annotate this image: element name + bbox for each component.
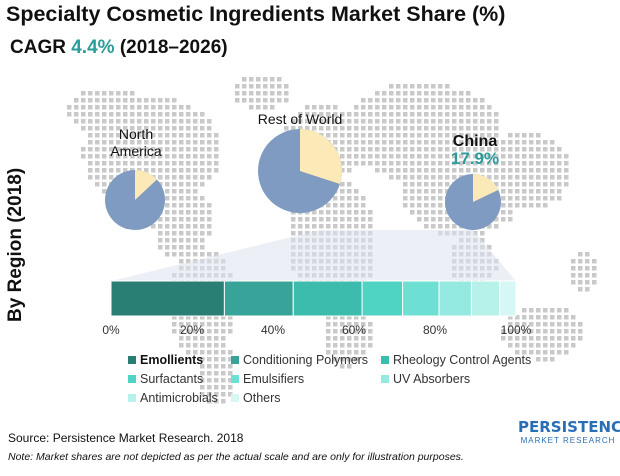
- legend-swatch: [128, 356, 136, 364]
- pie-label-line-2: America: [110, 143, 162, 159]
- legend-label: Antimicrobials: [140, 391, 218, 405]
- legend-label: Conditioning Polymers: [243, 353, 369, 367]
- legend-label: Emulsifiers: [243, 372, 305, 386]
- china-share-value: 17.9%: [450, 149, 500, 168]
- x-tick-label: 0%: [102, 323, 120, 337]
- bar-segment-conditioning-polymers: [223, 280, 294, 317]
- legend-label: UV Absorbers: [393, 372, 471, 386]
- pie-china: [445, 174, 501, 230]
- projection-wedge: [111, 230, 516, 281]
- bar-segment-rheology-control-agents: [292, 280, 363, 317]
- bar-segment-emulsifiers: [402, 280, 440, 317]
- pie-rest-of-world: [258, 129, 342, 213]
- chart-title: Specialty Cosmetic Ingredients Market Sh…: [6, 2, 506, 26]
- cagr-line: CAGR 4.4% (2018–2026): [10, 37, 228, 59]
- cagr-value: 4.4%: [71, 37, 115, 58]
- cagr-period: (2018–2026): [114, 37, 228, 58]
- legend-item-antimicrobials: Antimicrobials: [128, 391, 218, 405]
- pie-label-rest-of-world: Rest of World: [250, 111, 350, 128]
- cagr-prefix: CAGR: [10, 37, 72, 58]
- bar-segment-surfactants: [361, 280, 404, 317]
- bar-segment-uv-absorbers: [438, 280, 472, 317]
- pie-label-line-1: North: [118, 126, 154, 142]
- pie-label-north-america: North America: [106, 126, 166, 160]
- x-tick-label: 100%: [501, 323, 532, 337]
- bar-segment-emollients: [110, 280, 225, 317]
- legend-item-others: Others: [231, 391, 281, 405]
- legend-swatch: [231, 394, 239, 402]
- x-tick-label: 80%: [423, 323, 447, 337]
- legend-item-uv-absorbers: UV Absorbers: [381, 372, 470, 386]
- pie-label-china: China 17.9%: [440, 133, 510, 167]
- bar-segment-others: [499, 280, 517, 317]
- side-axis-label: By Region (2018): [5, 167, 26, 322]
- pie-slice: [300, 129, 342, 184]
- legend-label: Rheology Control Agents: [393, 353, 532, 367]
- legend-swatch: [381, 375, 389, 383]
- company-logo: PERSISTENCE MARKET RESEARCH: [518, 418, 620, 468]
- pie-slice: [473, 174, 499, 202]
- legend-label: Emollients: [140, 353, 204, 367]
- legend-swatch: [381, 356, 389, 364]
- source-text: Source: Persistence Market Research. 201…: [8, 431, 244, 445]
- pie-slice: [135, 170, 157, 200]
- legend-label: Surfactants: [140, 372, 204, 386]
- china-name: China: [452, 133, 498, 150]
- legend-label: Others: [243, 391, 281, 405]
- legend-item-rheology-control-agents: Rheology Control Agents: [381, 353, 531, 367]
- legend-swatch: [128, 394, 136, 402]
- x-tick-label: 60%: [342, 323, 366, 337]
- logo-main-text: PERSISTENCE: [518, 418, 620, 436]
- legend-swatch: [128, 375, 136, 383]
- legend-item-emollients: Emollients: [128, 353, 203, 367]
- legend-item-conditioning-polymers: Conditioning Polymers: [231, 353, 368, 367]
- x-tick-label: 40%: [261, 323, 285, 337]
- logo-sub-text: MARKET RESEARCH: [520, 436, 616, 445]
- legend-swatch: [231, 375, 239, 383]
- legend-item-surfactants: Surfactants: [128, 372, 203, 386]
- legend-item-emulsifiers: Emulsifiers: [231, 372, 304, 386]
- legend-swatch: [231, 356, 239, 364]
- pie-label-line-1: Rest of World: [257, 111, 343, 127]
- pie-north-america: [105, 170, 165, 230]
- bar-segment-antimicrobials: [470, 280, 501, 317]
- x-tick-label: 20%: [180, 323, 204, 337]
- note-text: Note: Market shares are not depicted as …: [8, 451, 464, 463]
